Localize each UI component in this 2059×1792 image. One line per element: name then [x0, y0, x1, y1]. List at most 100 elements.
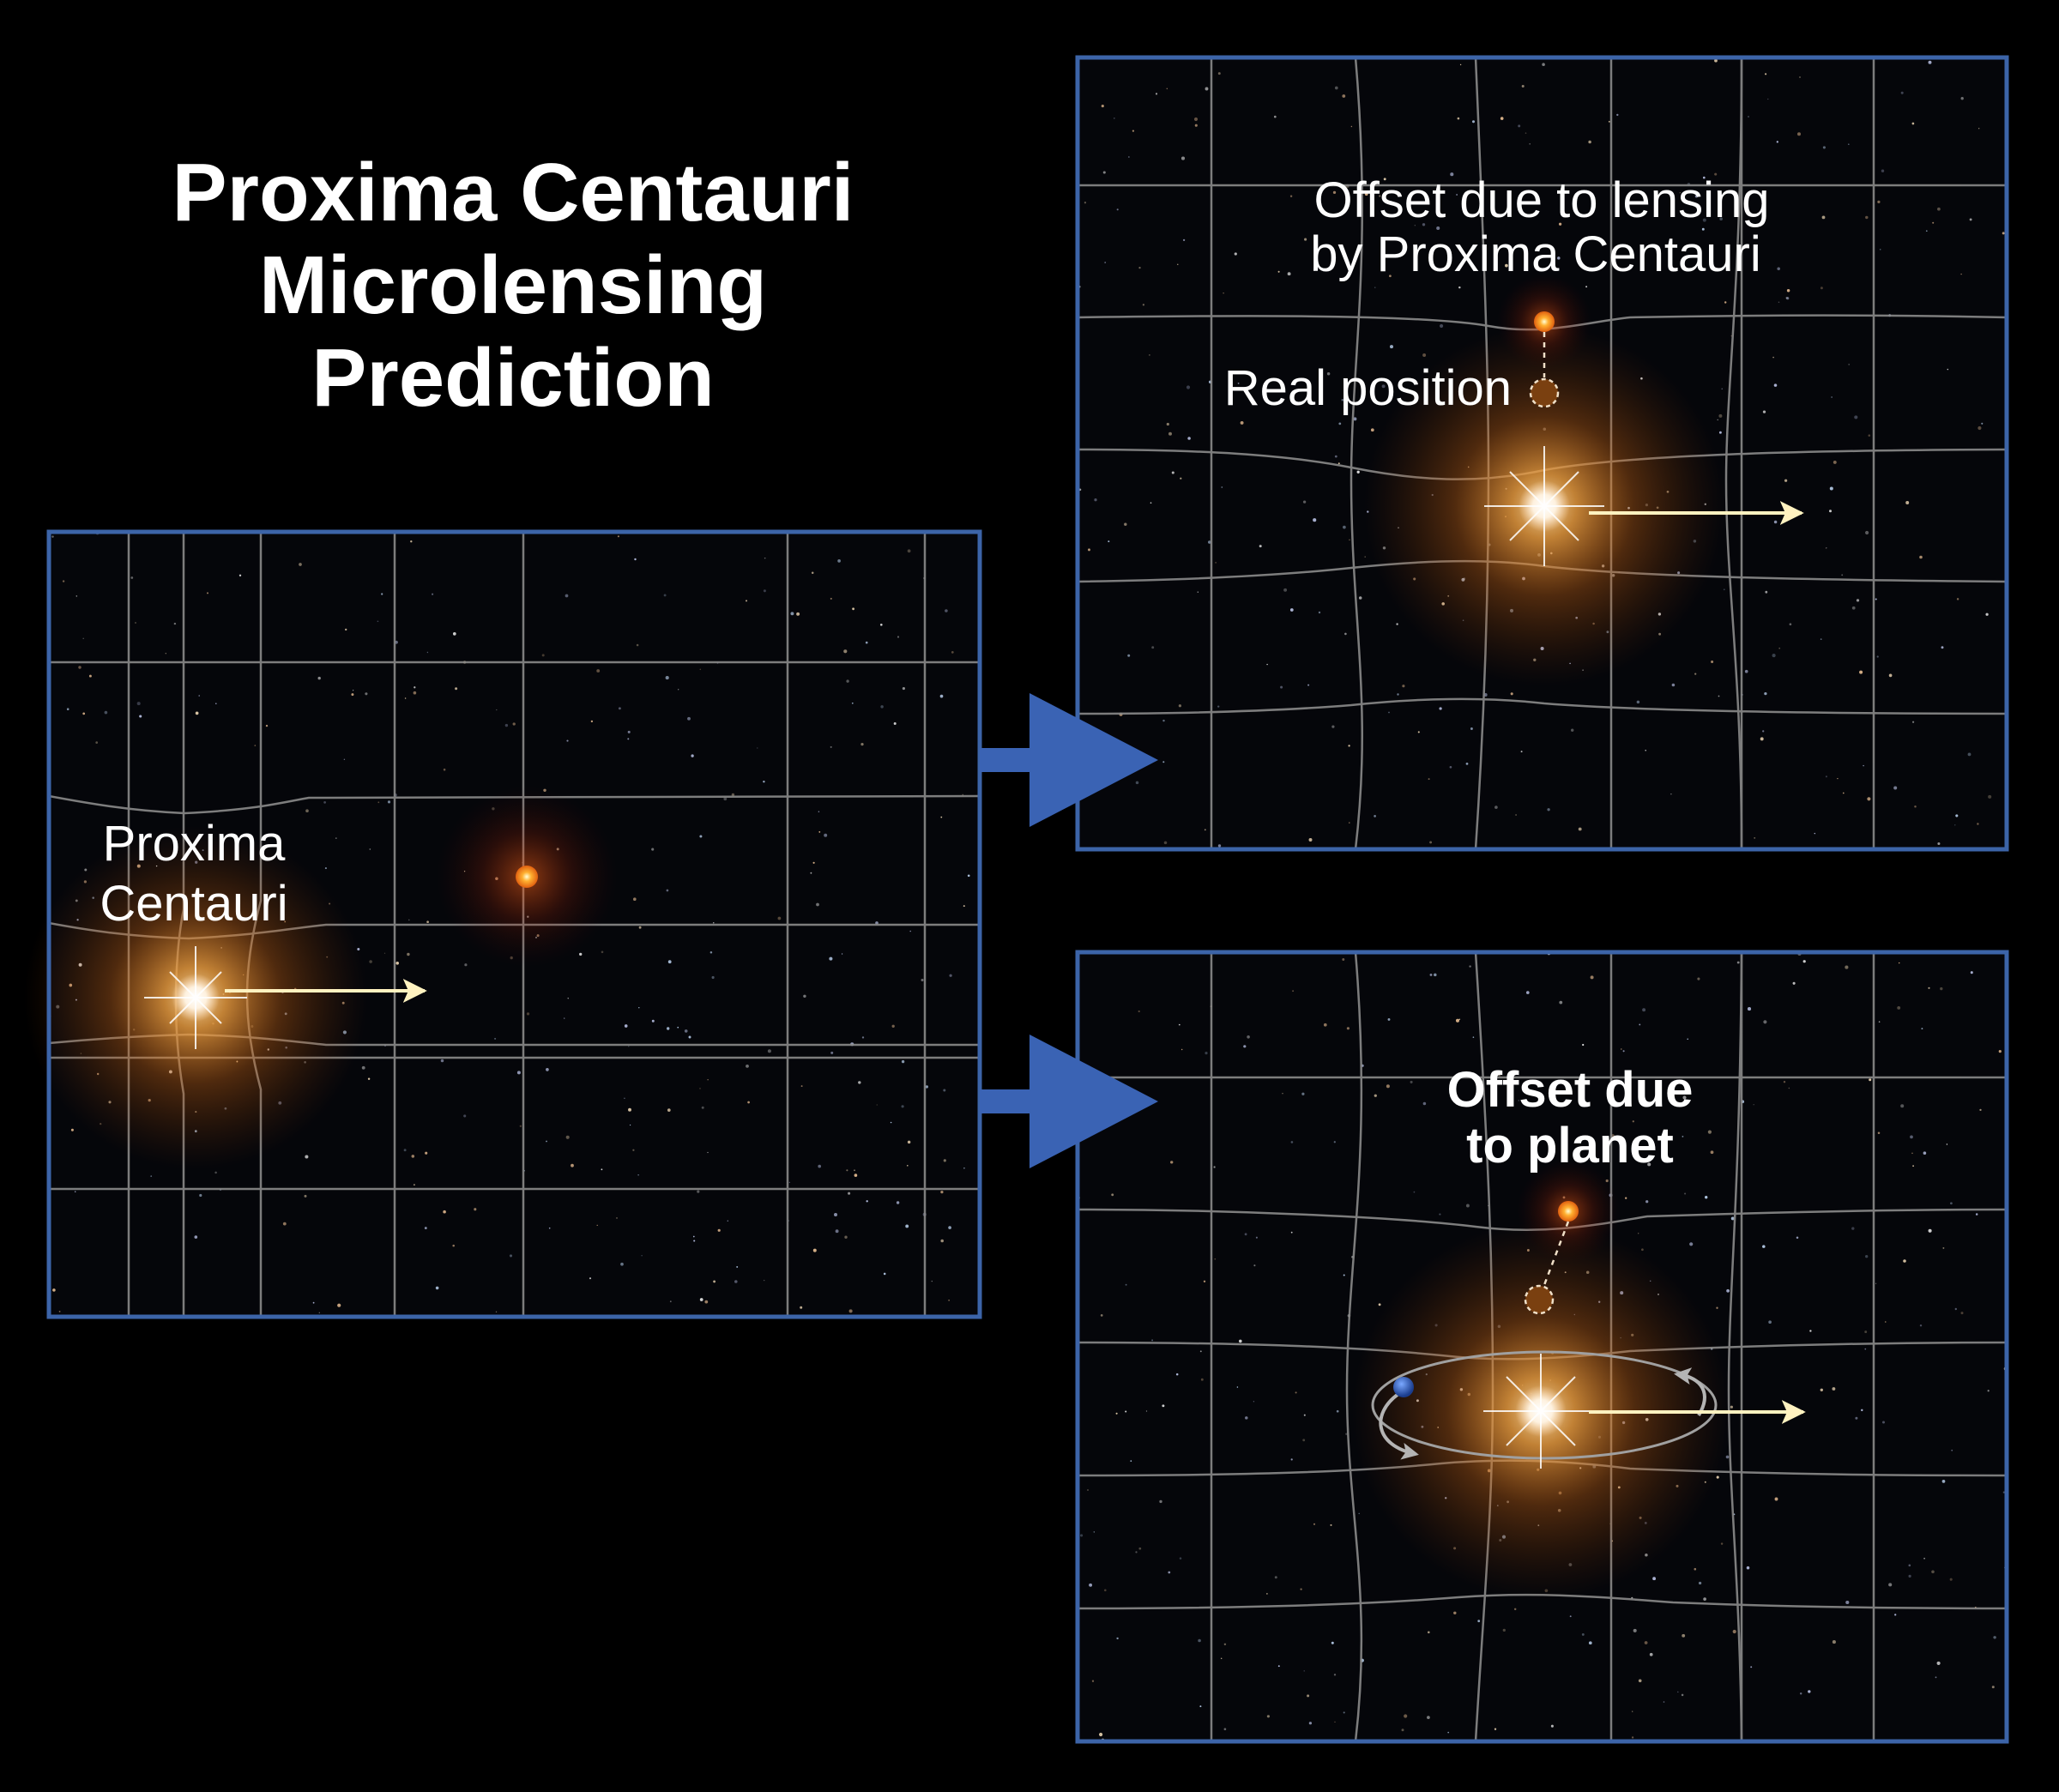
field-star [1155, 93, 1158, 95]
field-star [948, 1226, 951, 1229]
field-star [861, 1036, 865, 1039]
field-star [1969, 218, 1972, 221]
field-star [1905, 501, 1910, 504]
field-star [1859, 670, 1863, 674]
dashed-circle-icon [1529, 377, 1560, 408]
field-star [1255, 1236, 1258, 1239]
field-star [571, 1163, 574, 1168]
field-star [1447, 1731, 1450, 1734]
field-star [1434, 973, 1437, 977]
field-star [1138, 266, 1141, 269]
field-star [351, 693, 354, 697]
field-star [1080, 1534, 1084, 1537]
field-star [1094, 498, 1097, 502]
field-star [709, 951, 713, 954]
field-star [1542, 63, 1545, 66]
field-star [403, 1149, 407, 1152]
field-star [1977, 823, 1979, 825]
field-star [1622, 1050, 1625, 1053]
field-star [688, 1035, 691, 1039]
field-star [395, 962, 400, 965]
field-star [335, 837, 337, 839]
field-star [78, 666, 82, 669]
field-star [1826, 546, 1827, 549]
field-star [1389, 345, 1394, 349]
field-star [949, 974, 952, 977]
field-star [1954, 1307, 1957, 1311]
field-star [130, 576, 134, 579]
field-star [1356, 470, 1360, 474]
field-star [632, 897, 637, 902]
field-star [1682, 1633, 1686, 1638]
field-star [846, 679, 849, 683]
field-star [1732, 1629, 1736, 1634]
field-star [1949, 1578, 1953, 1581]
field-star [1558, 222, 1562, 226]
field-star [1180, 156, 1186, 160]
field-star [1104, 1589, 1107, 1592]
field-star [1829, 486, 1833, 491]
field-star [1199, 1705, 1202, 1708]
field-star [1178, 704, 1182, 708]
field-star [1428, 778, 1430, 781]
field-star [1928, 60, 1932, 64]
field-star [305, 809, 309, 813]
field-star [1730, 1216, 1735, 1221]
field-star [70, 1128, 74, 1131]
field-star [811, 571, 814, 575]
field-star [1333, 1141, 1336, 1143]
field-star [410, 540, 413, 543]
field-star [1307, 684, 1310, 686]
field-star [1349, 822, 1350, 824]
field-star [139, 715, 142, 718]
field-star [854, 1174, 858, 1177]
field-star [1928, 1228, 1932, 1233]
field-star [865, 641, 868, 644]
field-star [1266, 663, 1268, 666]
field-star [1111, 1193, 1114, 1197]
field-star [616, 1217, 618, 1219]
field-star [835, 1229, 839, 1234]
field-star [455, 687, 458, 691]
field-star [317, 676, 321, 680]
field-star [565, 1135, 570, 1139]
field-star [829, 956, 833, 961]
field-star [452, 632, 456, 636]
field-star [1820, 638, 1822, 640]
field-star [1773, 383, 1778, 387]
field-star [818, 1164, 822, 1168]
field-star [1955, 814, 1959, 818]
field-star [852, 607, 854, 611]
field-star [1243, 1045, 1247, 1048]
field-star [1663, 1701, 1665, 1703]
field-star [1334, 86, 1338, 90]
field-star [1465, 763, 1469, 765]
field-star [1113, 118, 1115, 119]
field-star [546, 1068, 549, 1071]
field-star [763, 781, 765, 783]
field-star [1845, 965, 1849, 969]
field-star [1458, 286, 1461, 289]
field-star [1877, 1131, 1881, 1135]
field-star [1429, 841, 1433, 844]
field-star [1084, 202, 1087, 204]
field-star [723, 797, 728, 801]
field-star [627, 730, 631, 733]
field-star [1841, 574, 1844, 576]
field-star [1170, 1161, 1174, 1164]
field-star [701, 1106, 704, 1109]
field-star [1470, 727, 1473, 730]
field-star [1578, 827, 1582, 831]
field-star [95, 741, 99, 744]
field-star [641, 1255, 643, 1257]
proxima-star [24, 826, 367, 1169]
field-star [1702, 176, 1706, 179]
field-star [1283, 588, 1288, 592]
field-star [1698, 1581, 1702, 1585]
field-star [411, 1155, 415, 1158]
field-star [474, 1208, 477, 1211]
field-star [940, 816, 943, 818]
field-star [1214, 1258, 1217, 1260]
top-right-panel: Offset due to lensing by Proxima Centaur… [1075, 55, 2009, 852]
field-star [1981, 422, 1984, 425]
